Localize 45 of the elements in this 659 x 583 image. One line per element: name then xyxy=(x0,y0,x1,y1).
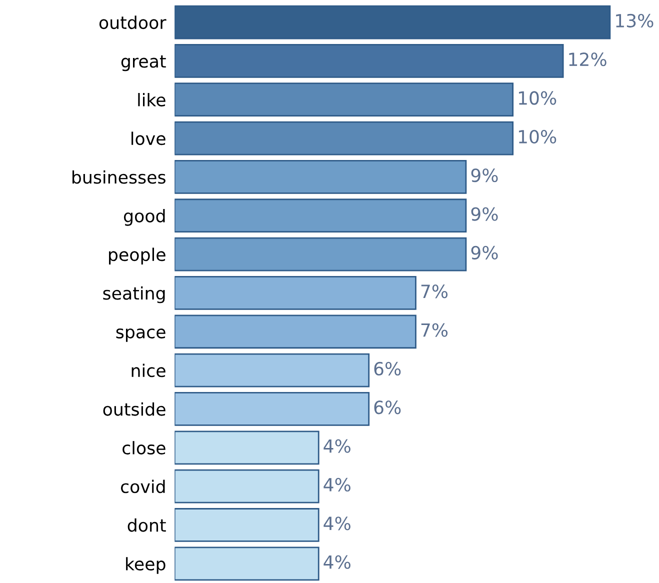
data-label: 7% xyxy=(421,284,448,298)
y-tick-label: keep xyxy=(126,557,166,574)
y-tick-label: businesses xyxy=(72,170,166,184)
y-tick-label: great xyxy=(121,55,166,72)
data-label: 4% xyxy=(324,516,350,530)
data-label: 10% xyxy=(518,130,556,144)
bar xyxy=(174,237,467,272)
y-tick-label: nice xyxy=(132,364,166,378)
bar xyxy=(174,121,514,156)
y-tick-label: covid xyxy=(120,480,165,494)
bar xyxy=(174,392,370,426)
data-label: 4% xyxy=(324,478,350,492)
bar xyxy=(174,276,416,310)
y-tick-label: close xyxy=(122,441,166,454)
bar xyxy=(174,160,467,194)
bar xyxy=(174,5,611,40)
data-label: 6% xyxy=(374,362,401,376)
data-label: 13% xyxy=(616,14,654,28)
data-label: 9% xyxy=(471,246,498,260)
data-label: 9% xyxy=(471,207,498,221)
bar xyxy=(174,44,564,78)
y-tick-label: seating xyxy=(103,286,165,304)
bar xyxy=(174,314,416,349)
bar xyxy=(174,546,320,581)
y-tick-label: outside xyxy=(103,402,166,416)
y-tick-label: like xyxy=(138,93,166,106)
y-tick-label: love xyxy=(132,132,166,146)
y-tick-label: dont xyxy=(128,518,166,532)
data-label: 12% xyxy=(569,52,606,66)
bar xyxy=(174,430,320,465)
y-tick-label: people xyxy=(109,248,166,264)
y-tick-label: good xyxy=(124,209,165,226)
bar xyxy=(174,82,514,117)
data-label: 4% xyxy=(324,439,350,453)
bar xyxy=(174,353,370,388)
data-label: 4% xyxy=(324,555,350,569)
bar xyxy=(174,198,467,233)
bar xyxy=(174,508,320,542)
data-label: 10% xyxy=(518,91,556,105)
y-tick-label: space xyxy=(116,328,166,342)
y-tick-label: outdoor xyxy=(99,16,166,30)
bar xyxy=(174,469,320,504)
data-label: 6% xyxy=(374,400,401,414)
data-label: 9% xyxy=(471,168,498,182)
data-label: 7% xyxy=(421,323,448,337)
